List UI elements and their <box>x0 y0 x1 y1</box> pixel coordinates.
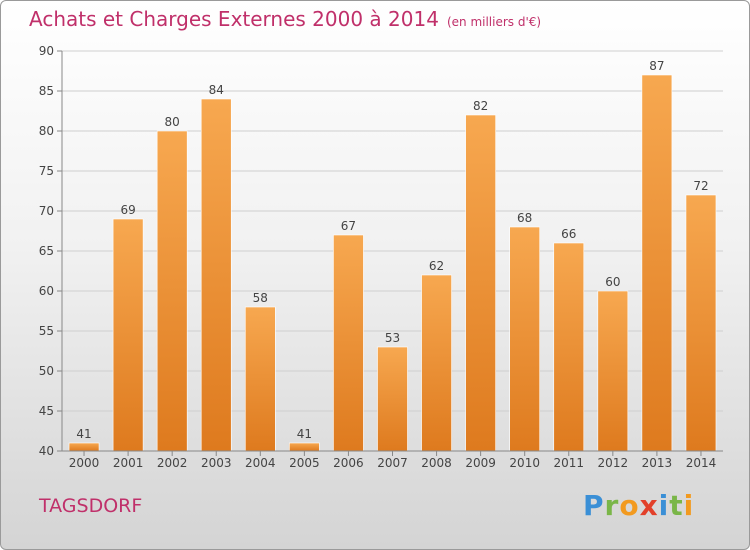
x-tick-label: 2003 <box>201 456 232 470</box>
data-label-2000: 41 <box>76 427 91 441</box>
bar-2009 <box>465 114 496 452</box>
x-tick-label: 2001 <box>113 456 144 470</box>
bar-2001 <box>112 218 144 452</box>
bar-2011 <box>553 242 585 452</box>
y-tick-label: 90 <box>39 44 54 58</box>
data-label-2002: 80 <box>165 115 180 129</box>
data-label-2011: 66 <box>561 227 576 241</box>
x-tick-label: 2014 <box>686 456 717 470</box>
bar-2010 <box>509 226 541 452</box>
logo-letter: i <box>658 489 670 522</box>
x-tick-label: 2007 <box>377 456 408 470</box>
bar-2000 <box>68 442 100 452</box>
x-tick-label: 2006 <box>333 456 364 470</box>
data-label-2012: 60 <box>605 275 620 289</box>
x-tick-label: 2009 <box>465 456 496 470</box>
chart-title: Achats et Charges Externes 2000 à 2014 (e… <box>29 7 541 31</box>
bar-2013 <box>641 74 673 452</box>
y-tick-label: 55 <box>39 324 54 338</box>
x-tick-label: 2008 <box>421 456 452 470</box>
data-label-2013: 87 <box>649 59 664 73</box>
data-label-2008: 62 <box>429 259 444 273</box>
data-label-2009: 82 <box>473 99 488 113</box>
y-tick-label: 45 <box>39 404 54 418</box>
labels: 40 45 50 55 60 65 70 75 80 85 90 41 2000 69 2001 80 2002… <box>39 44 717 470</box>
chart-title-unit: (en milliers d'€) <box>446 15 542 29</box>
x-tick-label: 2004 <box>245 456 276 470</box>
bar-2006 <box>333 234 364 452</box>
logo-letter: P <box>583 489 605 522</box>
y-tick-label: 70 <box>39 204 54 218</box>
logo-letter: i <box>683 489 695 522</box>
y-tick-label: 65 <box>39 244 54 258</box>
y-tick-label: 75 <box>39 164 54 178</box>
data-label-2007: 53 <box>385 331 400 345</box>
y-tick-label: 85 <box>39 84 54 98</box>
logo-letter: r <box>604 489 620 522</box>
bar-2004 <box>245 306 276 452</box>
logo-letter: t <box>669 489 684 522</box>
data-label-2005: 41 <box>297 427 312 441</box>
commune-name: TAGSDORF <box>39 495 143 517</box>
data-label-2003: 84 <box>209 83 224 97</box>
proxiti-logo: Proxiti <box>583 489 694 522</box>
chart-title-text: Achats et Charges Externes 2000 à 2014 <box>29 7 439 31</box>
x-tick-label: 2013 <box>642 456 673 470</box>
x-tick-label: 2002 <box>157 456 188 470</box>
x-tick-label: 2012 <box>598 456 629 470</box>
bars <box>68 74 717 452</box>
data-label-2006: 67 <box>341 219 356 233</box>
x-tick-label: 2011 <box>553 456 584 470</box>
logo-letter: x <box>639 489 659 522</box>
logo-letter: o <box>619 489 640 522</box>
x-tick-label: 2000 <box>69 456 100 470</box>
bar-2008 <box>421 274 452 452</box>
y-tick-label: 80 <box>39 124 54 138</box>
bar-2012 <box>597 290 629 452</box>
bar-2005 <box>289 442 320 452</box>
bar-2002 <box>156 130 188 452</box>
data-label-2004: 58 <box>253 291 268 305</box>
x-tick-label: 2010 <box>509 456 540 470</box>
y-tick-label: 40 <box>39 444 54 458</box>
bar-2014 <box>685 194 717 452</box>
bar-2007 <box>377 346 408 452</box>
bar-2003 <box>200 98 232 452</box>
y-tick-label: 50 <box>39 364 54 378</box>
axes <box>57 50 723 456</box>
data-label-2010: 68 <box>517 211 532 225</box>
data-label-2014: 72 <box>693 179 708 193</box>
x-tick-label: 2005 <box>289 456 320 470</box>
y-tick-label: 60 <box>39 284 54 298</box>
data-label-2001: 69 <box>120 203 135 217</box>
